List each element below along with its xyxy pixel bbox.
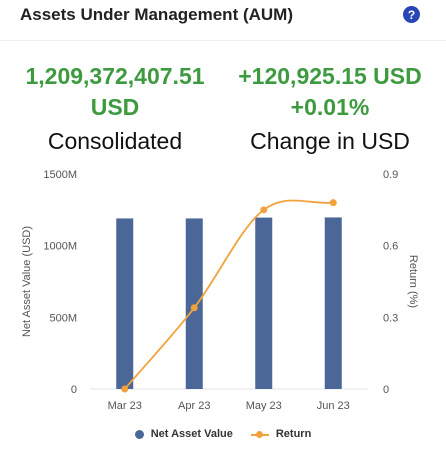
kpi-change-amount: +120,925.15 USD <box>238 63 422 89</box>
aum-chart: 0 500M 1000M 1500M 0 0.3 0.6 0.9 Net Asset Value… <box>21 169 419 412</box>
y-tick-label-right: 0 <box>383 384 389 396</box>
y-tick-label-right: 0.3 <box>383 312 398 324</box>
kpi-change-percent: +0.01% <box>290 94 370 120</box>
legend-line-symbol <box>250 430 269 439</box>
chart-bar <box>116 218 134 389</box>
return-point <box>121 385 129 393</box>
widget-title: Assets Under Management (AUM) <box>20 5 293 24</box>
kpi-consolidated-amount: 1,209,372,407.51 <box>25 63 205 89</box>
x-tick-label: Mar 23 <box>108 400 142 412</box>
kpi-change-label: Change in USD <box>250 128 410 154</box>
return-point <box>329 199 337 207</box>
y-axis-title-left: Net Asset Value (USD) <box>21 226 33 337</box>
y-axis-title-right: Return (%) <box>407 255 419 308</box>
kpi-consolidated-currency: USD <box>90 94 140 120</box>
header: Assets Under Management (AUM) ? <box>0 0 446 40</box>
return-point <box>190 304 198 312</box>
kpi-consolidated: 1,209,372,407.51 USD Consolidated <box>15 61 215 157</box>
y-tick-label-left: 0 <box>71 384 77 396</box>
kpi-change: +120,925.15 USD +0.01% Change in USD <box>230 61 430 157</box>
chart-bar <box>324 217 342 389</box>
divider <box>0 40 446 41</box>
help-icon[interactable]: ? <box>403 6 420 23</box>
legend-item-return[interactable]: Return <box>250 428 312 440</box>
y-tick-label-left: 1500M <box>43 169 77 181</box>
y-tick-label-right: 0.6 <box>383 241 398 253</box>
x-tick-label: Apr 23 <box>178 400 210 412</box>
x-tick-label: Jun 23 <box>317 400 350 412</box>
legend-bar-symbol <box>134 429 144 439</box>
chart-bar <box>185 218 203 389</box>
legend-label-nav: Net Asset Value <box>150 428 233 440</box>
y-tick-label-left: 500M <box>49 312 77 324</box>
kpi-consolidated-label: Consolidated <box>47 128 183 154</box>
return-line <box>124 199 334 390</box>
x-tick-label: May 23 <box>246 400 282 412</box>
chart-legend: Net Asset Value Return <box>0 428 446 440</box>
legend-label-return: Return <box>275 428 312 440</box>
legend-item-nav[interactable]: Net Asset Value <box>134 428 233 440</box>
return-point <box>260 206 268 214</box>
chart-bar <box>255 217 273 389</box>
y-tick-label-right: 0.9 <box>383 169 398 181</box>
y-tick-label-left: 1000M <box>43 241 77 253</box>
